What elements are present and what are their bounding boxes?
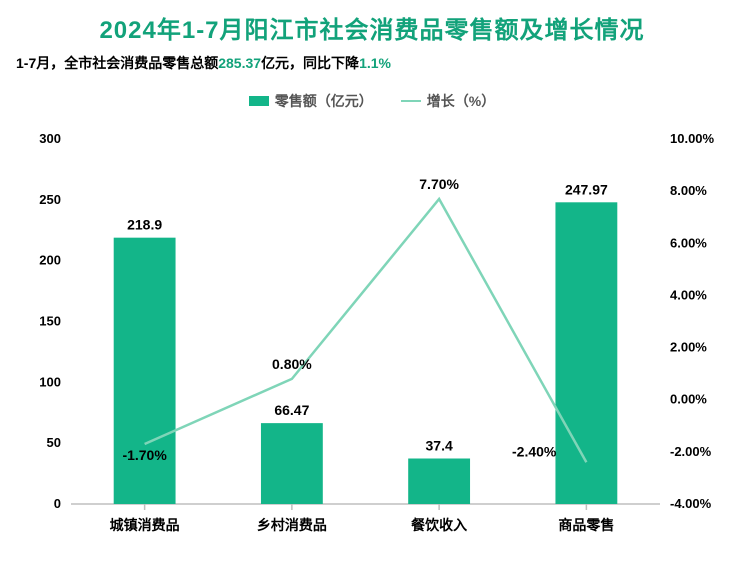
y-right-tick-label: 8.00%: [670, 183, 707, 198]
bar-value-label: 66.47: [274, 402, 309, 418]
chart-plot-area: 0 50 100 150 200 250 300 -4.00% -2.00% 0.00% 2.00%…: [16, 119, 728, 554]
bar: [261, 423, 323, 504]
line-value-label: 7.70%: [419, 176, 459, 192]
subtitle-value-1: 285.37: [218, 55, 261, 71]
line-value-label: -1.70%: [122, 447, 167, 463]
y-left-tick-label: 100: [39, 374, 61, 389]
subtitle-prefix: 1-7月，全市社会消费品零售总额: [16, 55, 218, 71]
y-left-tick-label: 200: [39, 253, 61, 268]
bar-value-label: 247.97: [565, 181, 608, 197]
y-left-tick-label: 50: [47, 435, 61, 450]
y-right-tick-label: 10.00%: [670, 131, 715, 146]
subtitle-value-2: 1.1%: [359, 55, 391, 71]
x-tick-label: 餐饮收入: [410, 517, 467, 533]
line-value-label: 0.80%: [272, 356, 312, 372]
bar-value-label: 37.4: [426, 437, 453, 453]
y-right-tick-label: -4.00%: [670, 496, 712, 511]
y-left-tick-label: 250: [39, 192, 61, 207]
bar: [114, 238, 176, 504]
y-left-tick-label: 300: [39, 131, 61, 146]
title-text: 2024年1-7月阳江市社会消费品零售额及增长情况: [99, 17, 644, 44]
legend-label-bar: 零售额（亿元）: [275, 91, 373, 111]
bar-value-label: 218.9: [127, 217, 162, 233]
growth-line: [145, 199, 587, 462]
chart-title: 2024年1-7月阳江市社会消费品零售额及增长情况: [16, 10, 728, 45]
chart-svg: 0 50 100 150 200 250 300 -4.00% -2.00% 0.00% 2.00%…: [16, 119, 728, 554]
bar: [408, 458, 470, 504]
x-tick-label: 商品零售: [558, 517, 614, 533]
y-right-tick-label: 4.00%: [670, 287, 707, 302]
x-tick-label: 乡村消费品: [257, 517, 327, 533]
legend: 零售额（亿元） 增长（%）: [16, 91, 728, 111]
bar: [555, 202, 617, 504]
chart-subtitle: 1-7月，全市社会消费品零售总额285.37亿元，同比下降1.1%: [16, 53, 728, 73]
subtitle-middle: 亿元，同比下降: [261, 55, 359, 71]
y-left-tick-label: 0: [54, 496, 61, 511]
legend-swatch-bar: [249, 96, 269, 106]
y-right-tick-label: 6.00%: [670, 235, 707, 250]
x-tick-label: 城镇消费品: [110, 517, 180, 533]
line-value-label: -2.40%: [512, 443, 557, 459]
legend-label-line: 增长（%）: [427, 91, 495, 111]
legend-swatch-line: [401, 100, 421, 102]
legend-item-line: 增长（%）: [401, 91, 495, 111]
y-left-tick-label: 150: [39, 314, 61, 329]
chart-container: 2024年1-7月阳江市社会消费品零售额及增长情况 1-7月，全市社会消费品零售…: [0, 0, 744, 585]
y-right-tick-label: 2.00%: [670, 340, 707, 355]
y-right-tick-label: -2.00%: [670, 444, 712, 459]
y-right-tick-label: 0.00%: [670, 392, 707, 407]
legend-item-bar: 零售额（亿元）: [249, 91, 373, 111]
